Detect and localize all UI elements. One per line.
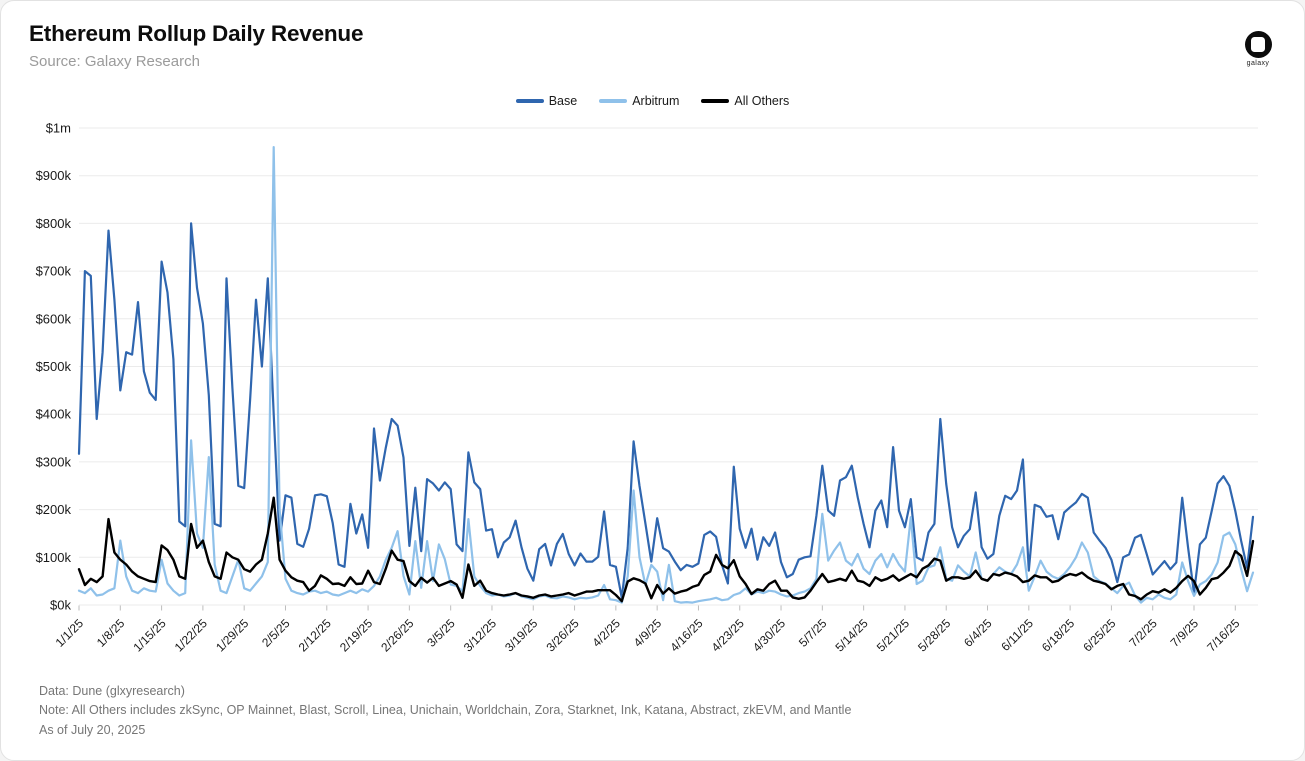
footer-note: Note: All Others includes zkSync, OP Mai…: [39, 703, 852, 718]
x-axis-label: 3/12/25: [461, 616, 499, 654]
chart-legend: Base Arbitrum All Others: [1, 94, 1304, 108]
y-axis-label: $900k: [36, 168, 72, 183]
x-axis-labels: 1/1/25 1/8/25 1/15/25 1/22/25 1/29/25 2/5/25 2…: [53, 616, 1243, 654]
galaxy-logo: galaxy: [1238, 31, 1278, 67]
x-axis-label: 7/16/25: [1204, 616, 1242, 654]
y-axis-label: $700k: [36, 264, 72, 279]
legend-item-base: Base: [515, 94, 578, 108]
x-axis-label: 5/7/25: [796, 616, 830, 650]
x-axis-label: 4/2/25: [589, 616, 623, 650]
x-axis-label: 3/5/25: [424, 616, 458, 650]
x-axis-label: 4/30/25: [750, 616, 788, 654]
legend-swatch-all-others: [701, 99, 730, 103]
x-axis-label: 5/28/25: [915, 616, 953, 654]
legend-swatch-base: [515, 99, 544, 103]
chart-footer: Data: Dune (glxyresearch) Note: All Othe…: [39, 682, 851, 740]
series-line-all-others: [77, 496, 1255, 603]
footer-data-source: Data: Dune (glxyresearch): [39, 684, 185, 698]
galaxy-logo-label: galaxy: [1246, 60, 1270, 67]
x-axis-label: 2/12/25: [296, 616, 334, 654]
legend-item-all-others: All Others: [701, 94, 789, 108]
legend-label-arbitrum: Arbitrum: [632, 94, 680, 108]
y-axis-label: $400k: [36, 407, 72, 422]
legend-label-all-others: All Others: [734, 94, 790, 108]
x-axis-label: 1/1/25: [53, 616, 87, 650]
series-line-base: [77, 222, 1255, 599]
x-axis-label: 6/11/25: [998, 616, 1036, 654]
x-axis-label: 7/9/25: [1168, 616, 1202, 650]
legend-label-base: Base: [548, 94, 578, 108]
x-axis-ticks: [78, 605, 1236, 611]
legend-item-arbitrum: Arbitrum: [599, 94, 679, 108]
x-axis-label: 1/8/25: [94, 616, 128, 650]
x-axis-label: 4/16/25: [667, 616, 705, 654]
x-axis-label: 5/21/25: [874, 616, 912, 654]
y-axis-labels: $0k $100k $200k $300k $400k $500k $600k $700k $8…: [36, 121, 72, 613]
y-axis-label: $1m: [46, 121, 71, 136]
y-axis-label: $300k: [36, 454, 72, 469]
y-axis-label: $200k: [36, 502, 72, 517]
x-axis-label: 6/18/25: [1039, 616, 1077, 654]
x-axis-label: 1/22/25: [172, 616, 210, 654]
x-axis-label: 2/5/25: [259, 616, 293, 650]
x-axis-label: 1/15/25: [130, 616, 168, 654]
x-axis-label: 2/19/25: [337, 616, 375, 654]
galaxy-logo-icon-hole: [1251, 37, 1265, 52]
x-axis-label: 1/29/25: [213, 616, 251, 654]
y-axis-label: $0k: [50, 598, 71, 613]
x-axis-label: 6/4/25: [961, 616, 995, 650]
x-axis-label: 4/9/25: [631, 616, 665, 650]
x-axis-label: 3/19/25: [502, 616, 540, 654]
series-line-arbitrum: [77, 146, 1255, 604]
page-subtitle: Source: Galaxy Research: [29, 53, 200, 70]
y-gridlines: [79, 127, 1258, 606]
x-axis-label: 2/26/25: [378, 616, 416, 654]
x-axis-label: 7/2/25: [1126, 616, 1160, 650]
footer-as-of-date: As of July 20, 2025: [39, 722, 146, 737]
x-axis-label: 6/25/25: [1080, 616, 1118, 654]
galaxy-logo-icon: [1244, 31, 1272, 58]
y-axis-label: $100k: [36, 550, 72, 565]
y-axis-label: $800k: [36, 216, 72, 231]
page-title: Ethereum Rollup Daily Revenue: [29, 21, 364, 46]
y-axis-label: $500k: [36, 359, 72, 374]
x-axis-label: 4/23/25: [709, 616, 747, 654]
legend-swatch-arbitrum: [599, 99, 628, 103]
x-axis-label: 5/14/25: [833, 616, 871, 654]
y-axis-label: $600k: [36, 311, 72, 326]
x-axis-label: 3/26/25: [543, 616, 581, 654]
